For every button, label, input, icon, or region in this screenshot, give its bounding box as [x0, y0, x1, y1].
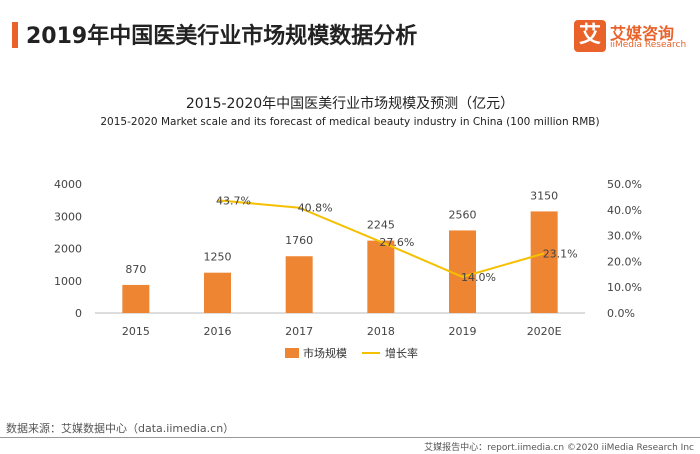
bar-value-label: 1250 [204, 251, 232, 264]
y-tick-label: 2000 [54, 243, 82, 256]
x-tick-label: 2017 [285, 325, 313, 338]
bar [367, 240, 395, 313]
x-tick-label: 2019 [449, 325, 477, 338]
data-source: 数据来源：艾媒数据中心（data.iimedia.cn） [6, 422, 235, 435]
page-title: 2019年中国医美行业市场规模数据分析 [26, 24, 418, 49]
y-tick-label: 0 [75, 307, 82, 320]
x-tick-label: 2015 [122, 325, 150, 338]
legend-label: 增长率 [385, 346, 418, 360]
y2-tick-label: 20.0% [607, 255, 642, 268]
bar-value-label: 870 [125, 263, 146, 276]
y2-tick-label: 40.0% [607, 204, 642, 217]
legend-label: 市场规模 [303, 346, 347, 360]
bar [530, 211, 558, 313]
line-value-label: 40.8% [298, 202, 333, 215]
iimedia-logo: 艾 艾媒咨询 iiMedia Research [574, 20, 698, 54]
bar-value-label: 1760 [285, 234, 313, 247]
x-tick-label: 2020E [527, 325, 562, 338]
growth-line [217, 199, 545, 278]
y-tick-label: 4000 [54, 178, 82, 191]
y-tick-label: 3000 [54, 210, 82, 223]
bar-value-label: 2245 [367, 219, 395, 232]
x-tick-label: 2018 [367, 325, 395, 338]
y2-tick-label: 0.0% [607, 307, 635, 320]
line-value-label: 14.0% [461, 271, 496, 284]
title-accent-bar [12, 22, 18, 48]
bar [122, 284, 150, 313]
logo-icon: 艾 [574, 20, 606, 52]
footer-divider [0, 437, 700, 438]
line-value-label: 27.6% [379, 236, 414, 249]
chart-title: 2015-2020年中国医美行业市场规模及预测（亿元） [185, 96, 515, 112]
y2-tick-label: 10.0% [607, 281, 642, 294]
bar [449, 230, 476, 313]
line-value-label: 43.7% [216, 194, 251, 207]
y-tick-label: 1000 [54, 275, 82, 288]
y2-tick-label: 50.0% [607, 178, 642, 191]
logo-text-en: iiMedia Research [610, 40, 687, 50]
line-value-label: 23.1% [543, 247, 578, 260]
copyright: 艾媒报告中心：report.iimedia.cn ©2020 iiMedia R… [424, 443, 694, 453]
bar-value-label: 3150 [530, 189, 558, 202]
chart-subtitle: 2015-2020 Market scale and its forecast … [100, 116, 600, 128]
bar [285, 256, 313, 313]
bar-value-label: 2560 [449, 208, 477, 221]
x-tick-label: 2016 [204, 325, 232, 338]
logo-text-cn: 艾媒咨询 [610, 24, 675, 43]
legend-swatch-bar [285, 348, 299, 358]
bar [204, 272, 231, 313]
y2-tick-label: 30.0% [607, 230, 642, 243]
